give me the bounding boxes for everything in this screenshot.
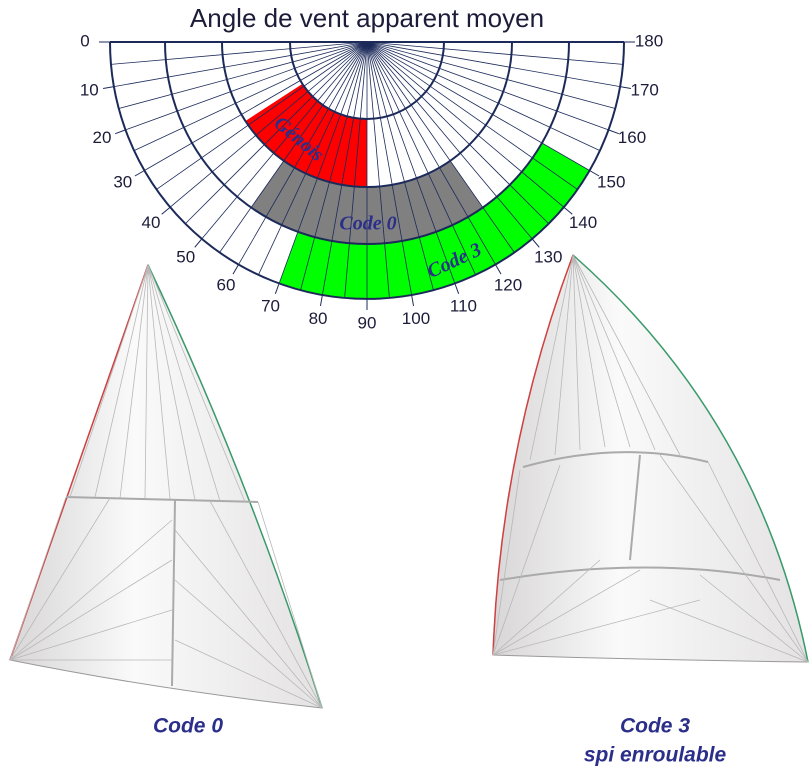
arc xyxy=(221,41,513,188)
spoke xyxy=(366,41,550,225)
spoke xyxy=(366,41,609,131)
band-label: Code 0 xyxy=(339,213,396,235)
tick-label: 30 xyxy=(113,172,132,191)
tick-label: 130 xyxy=(534,248,562,267)
caption: Code 3 xyxy=(620,715,690,738)
spoke xyxy=(366,41,578,190)
spoke xyxy=(238,41,368,265)
tick-mark xyxy=(274,283,280,295)
spoke xyxy=(113,41,368,88)
spoke xyxy=(344,41,368,299)
tick-mark xyxy=(620,86,632,90)
spoke xyxy=(258,41,368,276)
tick-mark xyxy=(608,129,620,135)
tick-label: 90 xyxy=(358,313,377,332)
spoke xyxy=(366,41,390,299)
tick-label: 60 xyxy=(217,276,236,295)
spoke xyxy=(110,41,368,65)
sail-code-3 xyxy=(492,254,809,663)
tick-label: 180 xyxy=(635,31,663,50)
tick-label: 160 xyxy=(618,128,646,147)
spoke xyxy=(366,41,601,151)
spoke xyxy=(125,41,368,131)
spoke xyxy=(366,41,565,208)
tick-label: 120 xyxy=(494,276,522,295)
tick-mark xyxy=(114,129,126,135)
tick-label: 70 xyxy=(261,296,280,315)
tick-label: 80 xyxy=(309,309,328,328)
spoke xyxy=(184,41,368,225)
caption: spi enroulable xyxy=(584,744,727,767)
spoke xyxy=(366,41,621,88)
caption: Code 0 xyxy=(153,715,223,738)
title: Angle de vent apparent moyen xyxy=(190,3,544,33)
spoke xyxy=(366,41,496,265)
tick-mark xyxy=(319,295,323,307)
tick-mark xyxy=(454,283,460,295)
spoke xyxy=(156,41,368,190)
spoke xyxy=(366,41,456,284)
tick-mark xyxy=(589,170,600,177)
arc xyxy=(289,41,445,120)
sail-code-0 xyxy=(9,263,323,709)
spoke xyxy=(219,41,368,253)
arc xyxy=(109,41,625,300)
spoke xyxy=(366,41,434,291)
spoke xyxy=(144,41,368,171)
tick-mark xyxy=(161,206,171,215)
band xyxy=(245,83,367,187)
band xyxy=(279,143,590,299)
tick-label: 150 xyxy=(597,172,625,191)
spoke xyxy=(201,41,368,240)
tick-label: 50 xyxy=(176,248,195,267)
spoke xyxy=(321,41,368,296)
tick-mark xyxy=(495,264,502,275)
tick-mark xyxy=(134,170,145,177)
spoke xyxy=(366,41,616,109)
arc xyxy=(164,41,570,245)
tick-mark xyxy=(411,295,415,307)
tick-mark xyxy=(102,86,114,90)
tick-label: 170 xyxy=(631,80,659,99)
tick-label: 0 xyxy=(80,31,89,50)
spoke xyxy=(366,41,533,240)
spoke xyxy=(300,41,368,291)
tick-mark xyxy=(194,238,203,248)
spoke xyxy=(118,41,368,109)
tick-label: 10 xyxy=(80,80,99,99)
tick-mark xyxy=(531,238,540,248)
spoke xyxy=(366,41,515,253)
spoke xyxy=(169,41,368,208)
tick-label: 140 xyxy=(569,213,597,232)
spoke xyxy=(366,41,590,171)
spoke xyxy=(133,41,368,151)
tick-label: 110 xyxy=(450,296,477,315)
spoke xyxy=(278,41,368,284)
tick-mark xyxy=(563,206,573,215)
tick-label: 100 xyxy=(402,309,430,328)
spoke xyxy=(366,41,624,65)
tick-label: 40 xyxy=(142,213,161,232)
tick-mark xyxy=(232,264,239,275)
spoke xyxy=(366,41,413,296)
tick-label: 20 xyxy=(93,128,112,147)
spoke xyxy=(366,41,476,276)
